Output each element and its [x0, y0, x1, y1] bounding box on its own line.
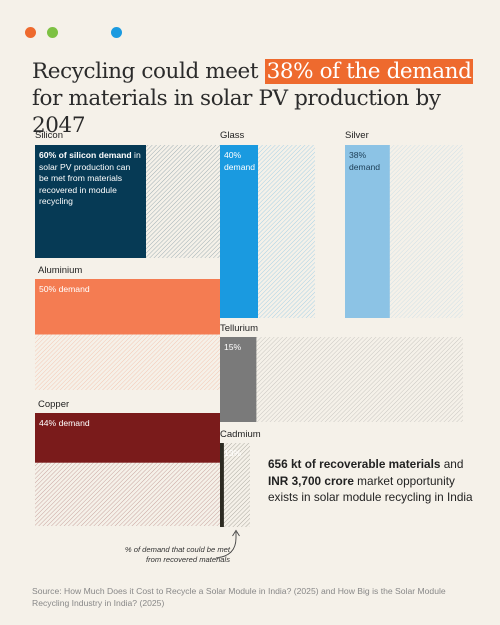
- category-label-tellurium: Tellurium: [220, 323, 259, 334]
- value-label-main-silver: 38% demand: [349, 150, 381, 172]
- category-label-aluminium: Aluminium: [38, 265, 83, 276]
- page-title: Recycling could meet 38% of the demand f…: [32, 58, 482, 139]
- bar-silicon: [35, 145, 146, 258]
- value-label-main-tellurium: 15%: [224, 342, 242, 352]
- callout-bold-2: INR 3,700 crore: [268, 473, 354, 488]
- value-label-main-silicon: 60% of silicon demand: [39, 150, 132, 160]
- bar-aluminium: [35, 279, 220, 335]
- value-label-silver: 38% demand: [349, 150, 386, 173]
- chart-note: % of demand that could be met from recov…: [124, 545, 230, 564]
- value-label-aluminium: 50% demand: [39, 284, 216, 296]
- bar-glass: [220, 145, 258, 318]
- bar-copper: [35, 413, 220, 463]
- bar-silver: [345, 145, 390, 318]
- callout-bold-1: 656 kt of recoverable materials: [268, 457, 441, 471]
- value-label-silicon: 60% of silicon demand in solar PV produc…: [39, 150, 142, 208]
- category-label-silicon: Silicon: [35, 130, 63, 141]
- callout-mid: and: [440, 457, 464, 471]
- orange-dot: [25, 27, 36, 38]
- value-label-main-cadmium: 13%: [224, 448, 242, 458]
- category-label-copper: Copper: [38, 399, 70, 410]
- value-label-glass: 40% demand: [224, 150, 256, 173]
- value-label-cadmium: 13%: [224, 448, 244, 460]
- category-label-glass: Glass: [220, 130, 245, 141]
- value-label-rest-silicon: in solar PV production can be met from m…: [39, 150, 141, 207]
- category-label-silver: Silver: [345, 130, 369, 141]
- bar-tellurium: [220, 337, 257, 422]
- market-callout: 656 kt of recoverable materials and INR …: [268, 456, 478, 506]
- value-label-copper: 44% demand: [39, 418, 216, 430]
- bar-cadmium: [220, 443, 224, 527]
- value-label-main-glass: 40% demand: [224, 150, 256, 172]
- category-label-cadmium: Cadmium: [220, 429, 261, 440]
- blue-dot: [111, 27, 122, 38]
- bar-remaining-cadmium: [220, 443, 250, 527]
- green-dot: [47, 27, 58, 38]
- title-highlight: 38% of the demand: [264, 59, 474, 84]
- value-label-main-copper: 44% demand: [39, 418, 90, 428]
- value-label-tellurium: 15%: [224, 342, 252, 354]
- value-label-main-aluminium: 50% demand: [39, 284, 90, 294]
- source-text: Source: How Much Does it Cost to Recycle…: [32, 586, 446, 608]
- bar-remaining-tellurium: [220, 337, 463, 422]
- title-after: for materials in solar PV production by …: [32, 86, 441, 138]
- title-before: Recycling could meet: [32, 59, 265, 84]
- callout-rest: market opportunity exists in solar modul…: [268, 473, 473, 505]
